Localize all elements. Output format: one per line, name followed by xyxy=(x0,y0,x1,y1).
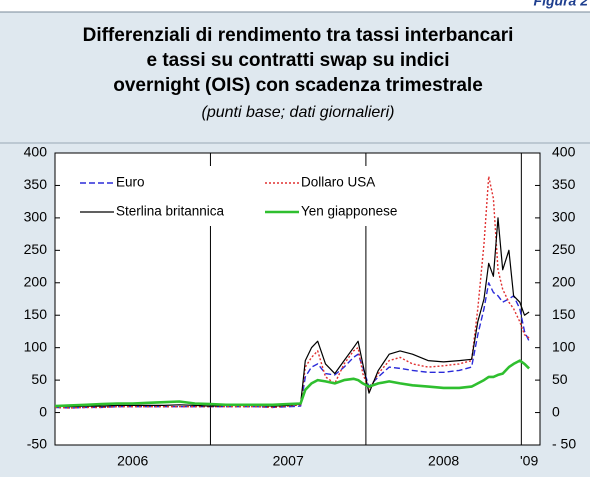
x-tick-label: '09 xyxy=(520,453,538,469)
chart-title: e tassi su contratti swap su indici xyxy=(146,50,449,71)
y2-tick-label: 400 xyxy=(552,144,576,160)
y-tick-label: 400 xyxy=(24,144,48,160)
y-tick-label: -50 xyxy=(27,436,47,452)
legend-label: Yen giapponese xyxy=(301,204,397,219)
figure-label: Figura 2 xyxy=(534,0,589,9)
chart-subtitle: (punti base; dati giornalieri) xyxy=(202,104,395,121)
y-tick-label: 200 xyxy=(24,273,48,289)
y2-tick-label: 200 xyxy=(552,273,576,289)
chart-title: Differenziali di rendimento tra tassi in… xyxy=(83,25,514,46)
y2-tick-label: 350 xyxy=(552,176,576,192)
series-line xyxy=(54,217,530,408)
legend-label: Euro xyxy=(116,175,145,190)
x-tick-label: 2006 xyxy=(117,453,148,469)
y2-tick-label: 0 xyxy=(552,403,560,419)
y-tick-label: 0 xyxy=(39,403,47,419)
y2-tick-label: 300 xyxy=(552,209,576,225)
y2-tick-label: 150 xyxy=(552,306,576,322)
y-tick-label: 150 xyxy=(24,306,48,322)
series-line xyxy=(54,359,531,408)
x-tick-label: 2007 xyxy=(273,453,304,469)
series-line xyxy=(54,175,530,409)
y-tick-label: 50 xyxy=(31,371,47,387)
legend-label: Sterlina britannica xyxy=(116,204,225,219)
y-tick-label: 100 xyxy=(24,338,48,354)
series-line xyxy=(54,282,530,409)
legend-box xyxy=(66,166,466,226)
x-tick-label: 2008 xyxy=(428,453,459,469)
y2-tick-label: 250 xyxy=(552,241,576,257)
legend-label: Dollaro USA xyxy=(301,175,375,190)
y-tick-label: 250 xyxy=(24,241,48,257)
y2-tick-label: 50 xyxy=(552,371,568,387)
y2-tick-label: - 50 xyxy=(552,436,576,452)
chart-title: overnight (OIS) con scadenza trimestrale xyxy=(113,75,483,96)
y-tick-label: 350 xyxy=(24,176,48,192)
y-tick-label: 300 xyxy=(24,209,48,225)
y2-tick-label: 100 xyxy=(552,338,576,354)
